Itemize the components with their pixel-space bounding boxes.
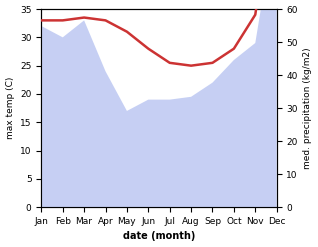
X-axis label: date (month): date (month) [123,231,195,242]
Y-axis label: med. precipitation (kg/m2): med. precipitation (kg/m2) [303,47,313,169]
Y-axis label: max temp (C): max temp (C) [5,77,15,139]
